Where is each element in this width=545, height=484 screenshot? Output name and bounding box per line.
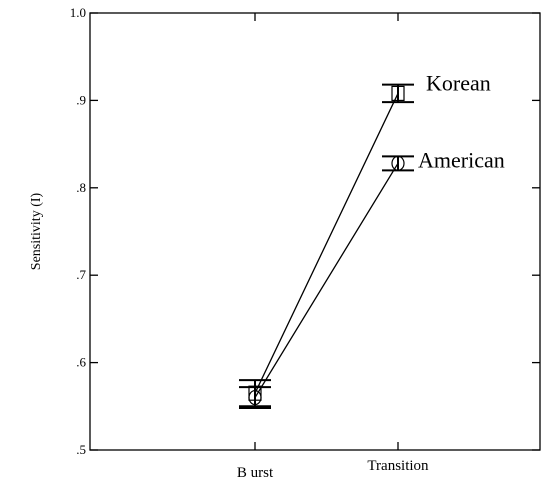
- y-tick-label: .9: [76, 92, 86, 107]
- y-tick-label: .6: [76, 355, 86, 370]
- plot-frame: [89, 12, 541, 451]
- series-layer: Korean American: [239, 70, 505, 410]
- y-tick-label: .8: [76, 180, 86, 195]
- x-category-label: B urst: [237, 465, 274, 481]
- data-point: [391, 155, 405, 171]
- data-point: [248, 389, 262, 406]
- data-point: [391, 85, 405, 102]
- plot-axes: [89, 12, 541, 451]
- x-category-label: Transition: [367, 458, 429, 474]
- y-ticks: .5 .6 .7 .8 .9 1.0: [70, 5, 540, 457]
- series-korean: Korean: [239, 70, 491, 408]
- x-categories: B urst Transition: [237, 13, 429, 481]
- series-line: [254, 93, 399, 394]
- series-line: [254, 162, 399, 398]
- y-tick-label: .5: [76, 442, 86, 457]
- y-axis-label: Sensitivity (I): [29, 192, 44, 270]
- y-tick-label: .7: [76, 267, 86, 282]
- y-tick-label: 1.0: [70, 5, 86, 20]
- series-label: American: [418, 147, 505, 172]
- series-label: Korean: [426, 70, 491, 95]
- series-american: American: [239, 147, 505, 410]
